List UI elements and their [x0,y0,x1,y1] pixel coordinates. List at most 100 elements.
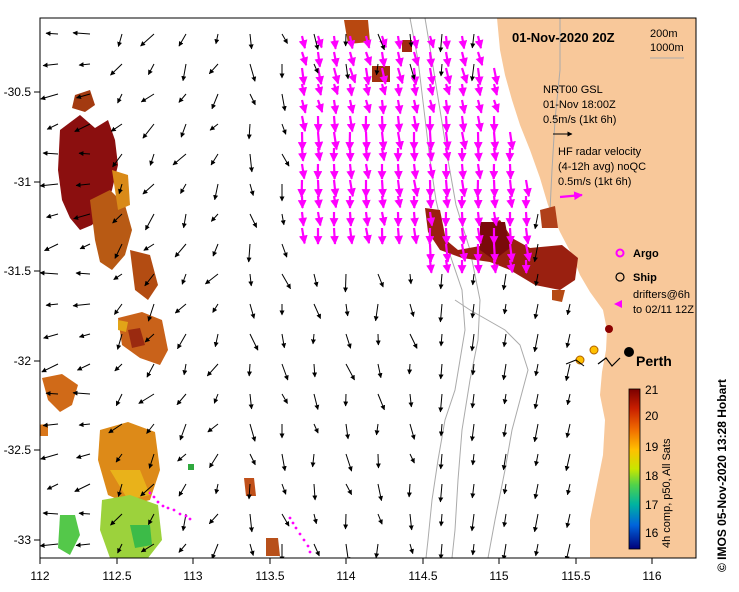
gsl-arrow [179,423,187,441]
gsl-arrow [409,453,415,464]
hf-radar-arrow [299,115,308,133]
gsl-arrow [249,423,257,442]
hf-radar-arrow [299,99,308,114]
x-tick-label: 112.5 [102,569,131,583]
gsl-arrow [210,153,219,166]
hf-radar-arrow [363,99,372,114]
gsl-arrow [470,303,476,319]
hf-radar-arrow [378,211,388,227]
hf-radar-arrow [298,211,308,227]
hf-radar-arrow [475,51,484,67]
hf-radar-arrow [426,163,436,180]
gsl-arrow [113,273,123,281]
gsl-arrow [249,453,256,466]
hf-radar-arrow [521,211,531,227]
gsl-arrow [117,543,123,554]
hf-radar-arrow [331,67,341,85]
gsl-arrow [181,273,187,285]
gsl-arrow [74,123,91,132]
y-tick-label: -31 [14,175,32,189]
gsl-arrow [140,483,155,497]
gsl-arrow [117,483,123,497]
gsl-arrow [116,333,123,350]
hf-radar-arrow [426,259,435,274]
x-tick-label: 115.5 [561,569,590,583]
gsl-arrow [75,542,91,548]
gsl-arrow [534,273,540,287]
gsl-arrow [345,453,353,472]
gsl-arrow [344,303,350,317]
gsl-arrow [149,153,155,166]
hf-radar-arrow [427,99,436,114]
hf-radar-arrow [362,83,372,97]
gsl-arrow [532,333,539,353]
gsl-arrow [312,483,318,501]
hf-radar-arrow [442,115,451,133]
hf-radar-arrow [346,83,355,97]
hf-radar-arrow [442,195,451,209]
gsl-arrow [144,273,155,287]
hf-radar-arrow [298,163,308,180]
gsl-arrow [438,273,444,290]
gsl-arrow [533,213,539,230]
gsl-arrow [406,483,412,498]
hf-radar-arrow [474,163,484,180]
gsl-arrow [438,513,444,527]
gsl-arrow [147,303,155,322]
hf-radar-arrow [410,99,420,114]
gsl-arrow [533,303,539,320]
hf-radar-arrow [345,211,355,227]
gsl-arrow [377,393,386,411]
hf-legend-line: (4-12h avg) noQC [558,161,646,173]
credit-text: © IMOS 05-Nov-2020 13:28 Hobart [715,379,729,572]
hf-radar-arrow [426,147,435,162]
hf-radar-arrow [474,67,484,86]
drifter-legend-icon [614,300,622,308]
hf-radar-arrow [361,195,371,209]
hf-radar-arrow [395,51,404,67]
gsl-arrow [281,333,287,349]
gsl-arrow [470,273,476,286]
hf-radar-arrow [442,179,452,198]
hf-radar-arrow [505,163,515,180]
hf-radar-arrow [315,99,324,113]
drifter-legend-line: drifters@6h [633,289,690,301]
y-tick-label: -30.5 [4,85,32,99]
gsl-arrow [438,333,444,347]
gsl-arrow [501,453,507,471]
hf-radar-arrow [298,147,307,162]
gsl-arrow [281,93,287,112]
hf-radar-arrow [457,211,467,227]
gsl-arrow [249,333,259,351]
y-tick-label: -33 [14,533,32,547]
gsl-arrow [147,513,155,526]
gsl-arrow [45,302,59,308]
gsl-arrow [41,363,59,373]
gsl-arrow [182,363,188,376]
gsl-arrow [438,363,444,380]
gsl-arrow [140,93,155,103]
hf-radar-arrow [459,51,468,67]
hf-radar-arrow [314,147,324,162]
gsl-arrow [438,393,444,413]
hf-radar-arrow [410,227,420,245]
hf-radar-arrow [298,83,308,97]
y-tick-label: -32 [14,354,32,368]
hf-radar-arrow [442,147,452,162]
gsl-arrow [180,123,187,138]
argo-legend-label: Argo [633,248,659,260]
hf-legend-line: 0.5m/s (1kt 6h) [558,176,631,188]
gsl-arrow [40,182,59,188]
hf-radar-arrow [442,83,452,96]
gsl-arrow [249,93,256,106]
gsl-arrow [247,363,252,377]
hf-radar-arrow [362,147,371,162]
gsl-arrow [209,123,219,131]
hf-radar-arrow [314,195,323,209]
hf-radar-arrow [330,51,340,68]
hf-radar-arrow [474,83,484,97]
hf-radar-arrow [427,67,436,86]
gsl-arrow [281,393,288,404]
gsl-arrow [40,93,59,101]
gsl-arrow [112,213,123,224]
